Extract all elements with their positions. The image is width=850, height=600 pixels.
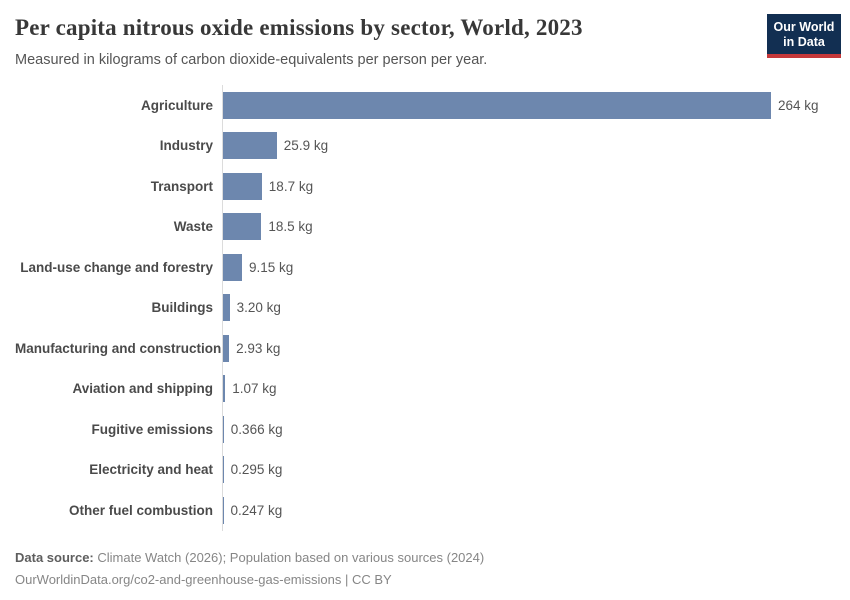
chart-row: Agriculture 264 kg [15,85,835,126]
bar-track: 0.247 kg [222,490,835,531]
bar-track: 0.366 kg [222,409,835,450]
category-label: Land-use change and forestry [20,259,213,275]
bar-track: 18.5 kg [222,206,835,247]
bar-chart: Agriculture 264 kg Industry 25.9 kg Transpor… [15,85,835,531]
value-label: 9.15 kg [249,259,294,275]
bar-track: 18.7 kg [222,166,835,207]
bar-track: 1.07 kg [222,368,835,409]
data-source-text: Climate Watch (2026); Population based o… [93,550,485,565]
value-label: 1.07 kg [232,381,277,397]
chart-footer: Data source: Climate Watch (2026); Popul… [15,547,484,591]
bar[interactable] [223,172,262,200]
bar[interactable] [223,456,224,484]
chart-row: Other fuel combustion 0.247 kg [15,490,835,531]
category-label: Transport [150,178,213,194]
chart-row: Fugitive emissions 0.366 kg [15,409,835,450]
chart-subtitle: Measured in kilograms of carbon dioxide-… [15,52,488,68]
bar-track: 0.295 kg [222,449,835,490]
category-label: Buildings [151,300,214,316]
value-label: 25.9 kg [283,138,329,154]
category-label: Waste [173,219,213,235]
category-label: Industry [159,138,213,154]
chart-row: Buildings 3.20 kg [15,287,835,328]
value-label: 18.7 kg [268,178,314,194]
category-label: Fugitive emissions [91,421,213,437]
owid-url-link[interactable]: OurWorldinData.org/co2-and-greenhouse-ga… [15,571,392,587]
chart-row: Aviation and shipping 1.07 kg [15,368,835,409]
data-source-label: Data source: [15,550,94,565]
category-label: Electricity and heat [89,462,213,478]
owid-logo[interactable]: Our World in Data [767,14,841,58]
bar[interactable] [223,334,230,362]
category-label: Manufacturing and construction [15,340,222,356]
category-label: Other fuel combustion [68,502,213,518]
category-label: Agriculture [140,97,213,113]
chart-rows: Agriculture 264 kg Industry 25.9 kg Transpor… [15,85,835,531]
bar-track: 25.9 kg [222,125,835,166]
owid-logo-line1: Our World [773,20,835,34]
category-label: Aviation and shipping [72,381,214,397]
bar[interactable] [223,294,230,322]
chart-title: Per capita nitrous oxide emissions by se… [15,15,583,40]
owid-logo-line2: in Data [783,35,825,49]
chart-row: Industry 25.9 kg [15,125,835,166]
bar[interactable] [223,213,262,241]
bar-track: 2.93 kg [222,328,835,369]
bar-track: 9.15 kg [222,247,835,288]
value-label: 2.93 kg [236,340,281,356]
bar[interactable] [223,253,242,281]
bar[interactable] [223,375,226,403]
bar[interactable] [223,415,224,443]
bar[interactable] [223,132,277,160]
bar-track: 3.20 kg [222,287,835,328]
bar[interactable] [223,91,771,119]
data-source-line: Data source: Climate Watch (2026); Popul… [15,547,484,569]
chart-row: Manufacturing and construction 2.93 kg [15,328,835,369]
chart-header: Per capita nitrous oxide emissions by se… [15,15,750,68]
value-label: 18.5 kg [268,219,313,235]
chart-row: Transport 18.7 kg [15,166,835,207]
value-label: 0.366 kg [230,421,283,437]
value-label: 0.247 kg [230,502,283,518]
bar[interactable] [223,496,224,524]
chart-row: Waste 18.5 kg [15,206,835,247]
bar-track: 264 kg [222,85,835,126]
chart-row: Land-use change and forestry 9.15 kg [15,247,835,288]
value-label: 0.295 kg [230,462,283,478]
value-label: 264 kg [778,97,819,113]
value-label: 3.20 kg [236,300,281,316]
chart-row: Electricity and heat 0.295 kg [15,449,835,490]
